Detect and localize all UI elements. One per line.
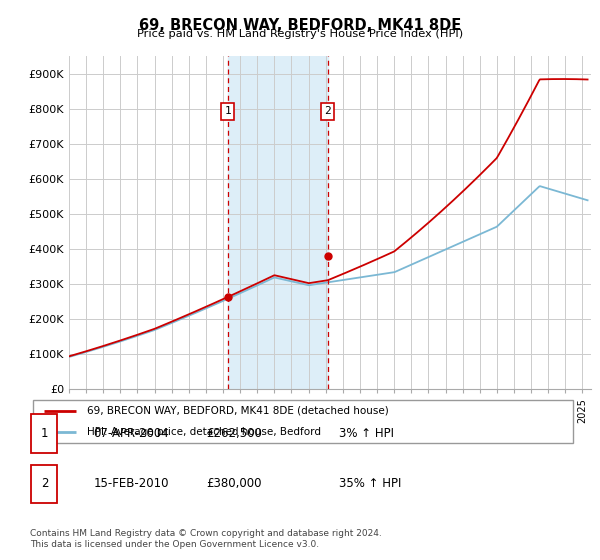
FancyBboxPatch shape — [33, 399, 573, 444]
Text: 3% ↑ HPI: 3% ↑ HPI — [339, 427, 394, 440]
Text: 07-APR-2004: 07-APR-2004 — [94, 427, 169, 440]
Text: 2: 2 — [41, 477, 48, 491]
Text: 1: 1 — [41, 427, 48, 440]
Text: £262,500: £262,500 — [206, 427, 263, 440]
Bar — [227, 56, 328, 389]
FancyBboxPatch shape — [31, 414, 58, 452]
Text: 1: 1 — [224, 106, 231, 116]
Text: Price paid vs. HM Land Registry's House Price Index (HPI): Price paid vs. HM Land Registry's House … — [137, 29, 463, 39]
Text: 15-FEB-2010: 15-FEB-2010 — [94, 477, 169, 491]
Text: Contains HM Land Registry data © Crown copyright and database right 2024.
This d: Contains HM Land Registry data © Crown c… — [30, 529, 382, 549]
Text: £380,000: £380,000 — [206, 477, 262, 491]
Text: 2: 2 — [325, 106, 331, 116]
Text: 69, BRECON WAY, BEDFORD, MK41 8DE (detached house): 69, BRECON WAY, BEDFORD, MK41 8DE (detac… — [88, 406, 389, 416]
Text: 69, BRECON WAY, BEDFORD, MK41 8DE: 69, BRECON WAY, BEDFORD, MK41 8DE — [139, 18, 461, 33]
FancyBboxPatch shape — [31, 465, 58, 503]
Text: 35% ↑ HPI: 35% ↑ HPI — [339, 477, 401, 491]
Text: HPI: Average price, detached house, Bedford: HPI: Average price, detached house, Bedf… — [88, 427, 322, 437]
